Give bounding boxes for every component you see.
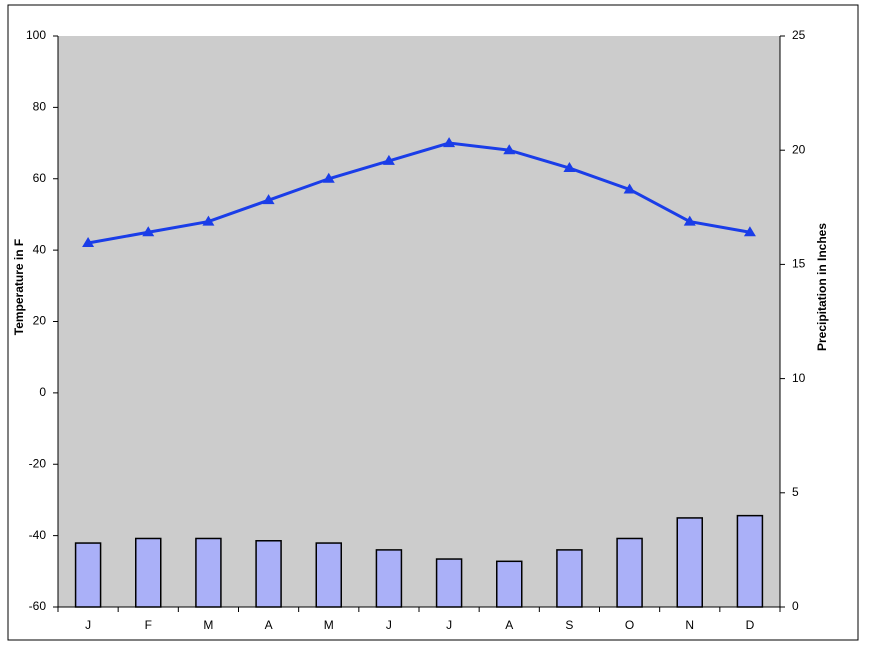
y2-tick-label: 20	[792, 142, 806, 156]
y-tick-label: 80	[33, 100, 47, 114]
marker	[563, 162, 576, 173]
x-tick-label: M	[203, 618, 213, 632]
y2-tick-label: 10	[792, 371, 806, 385]
bar	[435, 558, 463, 608]
x-tick-label: A	[505, 618, 513, 632]
y-tick-label: 0	[39, 385, 46, 399]
y2-tick-label: 5	[792, 485, 799, 499]
x-tick-label: M	[324, 618, 334, 632]
x-tick-label: D	[746, 618, 755, 632]
bar	[195, 537, 222, 608]
marker	[443, 137, 456, 148]
bar	[255, 540, 282, 608]
bar	[556, 549, 583, 608]
x-tick-label: F	[145, 618, 152, 632]
x-tick-label: N	[685, 618, 694, 632]
marker	[322, 172, 335, 183]
y-tick-label: -20	[29, 456, 47, 470]
bar	[135, 537, 162, 608]
marker	[503, 144, 516, 155]
marker	[142, 226, 155, 237]
y2-tick-label: 15	[792, 257, 806, 271]
y-tick-label: 100	[26, 28, 46, 42]
marker	[743, 226, 756, 237]
x-tick-label: J	[446, 618, 452, 632]
bar	[676, 517, 703, 608]
bar	[496, 560, 523, 608]
y2-tick-label: 25	[792, 28, 806, 42]
x-tick-label: J	[85, 618, 91, 632]
bar	[74, 542, 102, 608]
x-tick-label: J	[386, 618, 392, 632]
bar	[616, 537, 643, 608]
y-axis-title: Temperature in F	[12, 239, 26, 335]
x-tick-label: O	[625, 618, 634, 632]
y-tick-label: -40	[29, 528, 47, 542]
marker	[382, 154, 395, 165]
x-tick-label: A	[265, 618, 273, 632]
bar	[315, 542, 342, 608]
bar	[736, 514, 764, 608]
y2-tick-label: 0	[792, 599, 799, 613]
plot-area	[58, 36, 780, 607]
marker	[623, 183, 636, 194]
marker	[262, 194, 275, 205]
y-tick-label: 40	[33, 242, 47, 256]
y2-axis-title: Precipitation in Inches	[815, 223, 829, 351]
y-tick-label: -60	[29, 599, 47, 613]
marker	[202, 215, 215, 226]
marker	[82, 236, 95, 247]
marker	[683, 215, 696, 226]
y-tick-label: 20	[33, 314, 47, 328]
y-tick-label: 60	[33, 171, 47, 185]
x-tick-label: S	[565, 618, 573, 632]
line	[87, 141, 751, 245]
bar	[375, 549, 403, 608]
